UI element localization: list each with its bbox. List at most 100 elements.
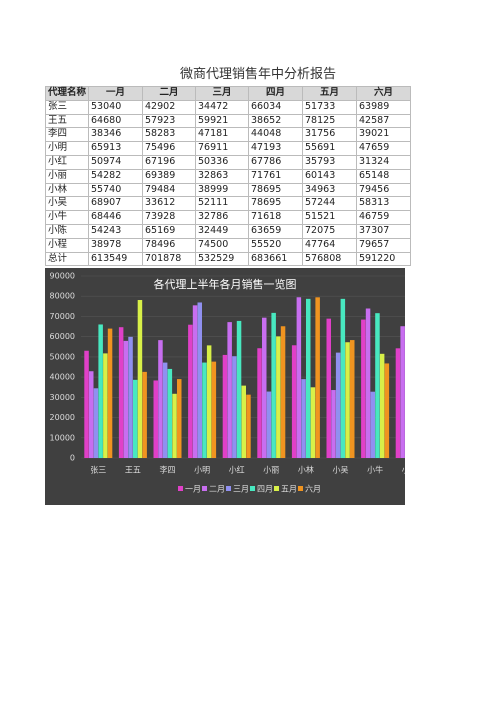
bar (98, 324, 103, 458)
table-cell: 51521 (302, 210, 358, 225)
table-row: 小红 50974 67196 50336 67786 35793 31324 (44, 154, 412, 170)
table-cell: 51733 (302, 99, 358, 115)
table-cell: 42902 (142, 99, 197, 115)
bar (227, 322, 232, 458)
bar (123, 340, 129, 458)
bar (375, 313, 380, 458)
table-cell: 四月 (248, 86, 304, 101)
table-cell: 64680 (88, 113, 144, 129)
table-cell: 79456 (356, 182, 412, 198)
table-cell: 小程 (44, 237, 90, 253)
bar (128, 336, 133, 458)
table-cell: 小吴 (44, 196, 90, 212)
bar (197, 302, 202, 458)
table-row: 小林 55740 79484 38999 78695 34963 79456 (44, 182, 412, 198)
bar (142, 371, 147, 458)
table-cell: 683661 (248, 251, 304, 267)
table-cell: 小牛 (44, 210, 90, 225)
bar (153, 380, 158, 458)
table-cell: 58313 (356, 196, 412, 212)
legend-label: 六月 (305, 484, 321, 494)
bar (246, 394, 251, 458)
table-cell: 王五 (44, 113, 90, 129)
bar (172, 393, 177, 458)
table-cell: 31756 (302, 127, 358, 143)
legend-swatch (298, 486, 303, 491)
table-row: 小丽 54282 69389 32863 71761 60143 65148 (44, 168, 412, 184)
doc-title: 微商代理销售年中分析报告 (179, 67, 336, 82)
table-cell: 74500 (195, 237, 250, 253)
bar (266, 391, 272, 458)
bar (177, 379, 182, 458)
table-cell: 63989 (356, 99, 412, 115)
table-cell: 小明 (44, 141, 90, 156)
bar (276, 336, 281, 458)
bar (89, 371, 94, 458)
table-row: 小明 65913 75496 76911 47193 55691 47659 (44, 141, 412, 156)
table-cell: 47181 (195, 127, 250, 143)
table-row: 张三 53040 42902 34472 66034 51733 63989 (44, 99, 412, 115)
y-tick-label: 0 (70, 454, 75, 463)
table-cell: 57244 (302, 196, 358, 212)
table-cell: 55740 (88, 182, 144, 198)
table-cell: 76911 (195, 141, 250, 156)
table-cell: 68446 (88, 210, 144, 225)
bar (370, 391, 375, 458)
table-cell: 53040 (88, 99, 144, 115)
table-cell: 三月 (195, 86, 250, 101)
bar (379, 353, 385, 458)
table-cell: 42587 (356, 113, 412, 129)
bar (301, 379, 306, 458)
y-tick-label: 90000 (50, 272, 75, 281)
bar (103, 353, 108, 458)
bar (280, 326, 286, 458)
table-row: 总计 613549 701878 532529 683661 576808 591220 (44, 251, 412, 267)
bar (162, 362, 168, 458)
bar (271, 312, 276, 458)
bar (206, 345, 212, 458)
y-tick-label: 20000 (50, 413, 75, 422)
chart-title: 各代理上半年各月销售一览图 (154, 277, 297, 291)
bar (395, 348, 401, 458)
bar (326, 318, 331, 458)
table-cell: 591220 (356, 251, 412, 267)
table-cell: 李四 (44, 127, 90, 143)
chart: 各代理上半年各月销售一览图 0 10000 20000 30000 40000 50000… (45, 268, 405, 505)
table-cell: 55691 (302, 141, 358, 156)
legend-swatch (202, 486, 207, 491)
table-cell: 32863 (195, 168, 250, 184)
x-tick-label: 小吴 (333, 466, 349, 475)
table-row: 小程 38978 78496 74500 55520 47764 79657 (44, 237, 412, 253)
table-cell: 54282 (88, 168, 144, 184)
bar (291, 345, 297, 458)
bar (192, 305, 198, 458)
table-cell: 69389 (142, 168, 197, 184)
table-cell: 60143 (302, 168, 358, 184)
table-cell: 34963 (302, 182, 358, 198)
table-cell: 57923 (142, 113, 197, 129)
table-cell: 35793 (302, 154, 358, 170)
table-cell: 44048 (248, 127, 304, 143)
table-cell: 78125 (302, 113, 358, 129)
legend-label: 二月 (209, 485, 225, 494)
table-cell: 59921 (195, 113, 250, 129)
legend-label: 四月 (257, 485, 273, 494)
bar (310, 387, 316, 458)
bar (315, 297, 320, 458)
table-cell: 701878 (142, 251, 197, 267)
y-tick-label: 60000 (50, 332, 75, 341)
bar (262, 317, 267, 458)
table-cell: 39021 (356, 127, 412, 143)
bar (335, 352, 341, 458)
bar (306, 298, 311, 458)
y-tick-label: 70000 (50, 312, 75, 321)
bar (222, 354, 228, 458)
bar (331, 390, 336, 458)
y-tick-label: 30000 (50, 393, 75, 402)
table-cell: 47659 (356, 141, 412, 156)
table-cell: 67786 (248, 154, 304, 170)
y-tick-label: 80000 (50, 292, 75, 301)
x-tick-label: 张三 (90, 466, 106, 475)
x-tick-label: 小明 (194, 466, 210, 475)
bar (232, 356, 237, 458)
